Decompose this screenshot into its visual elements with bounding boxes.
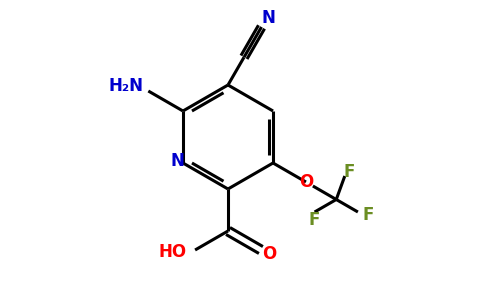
Text: H₂N: H₂N [108,77,143,95]
Text: N: N [170,152,184,170]
Text: F: F [309,211,320,229]
Text: O: O [299,173,313,191]
Text: O: O [262,245,276,263]
Text: N: N [262,9,276,27]
Text: F: F [363,206,374,224]
Text: F: F [343,163,354,181]
Text: HO: HO [159,243,187,261]
